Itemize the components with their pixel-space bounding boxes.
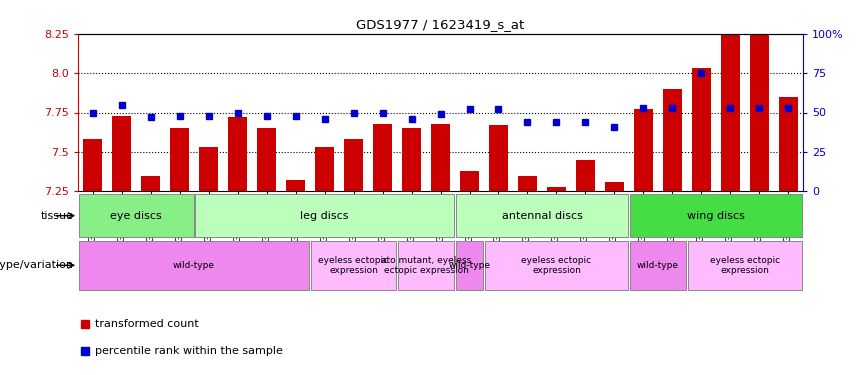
Bar bbox=[484, 241, 628, 290]
Text: eye discs: eye discs bbox=[110, 211, 162, 220]
Bar bbox=[228, 117, 247, 191]
Bar bbox=[750, 0, 769, 191]
Bar bbox=[170, 128, 189, 191]
Bar bbox=[311, 241, 397, 290]
Text: wild-type: wild-type bbox=[637, 261, 679, 270]
Bar bbox=[460, 171, 479, 191]
Text: wild-type: wild-type bbox=[173, 261, 215, 270]
Bar bbox=[663, 89, 682, 191]
Bar bbox=[315, 147, 334, 191]
Text: wing discs: wing discs bbox=[687, 211, 745, 220]
Bar bbox=[629, 194, 802, 237]
Text: leg discs: leg discs bbox=[300, 211, 349, 220]
Bar bbox=[721, 26, 740, 191]
Text: eyeless ectopic
expression: eyeless ectopic expression bbox=[710, 256, 780, 275]
Bar bbox=[79, 241, 310, 290]
Bar bbox=[605, 182, 624, 191]
Bar bbox=[634, 110, 653, 191]
Bar bbox=[547, 186, 566, 191]
Bar bbox=[518, 176, 537, 191]
Text: tissue: tissue bbox=[41, 211, 74, 220]
Text: eyeless ectopic
expression: eyeless ectopic expression bbox=[319, 256, 389, 275]
Bar bbox=[431, 123, 450, 191]
Bar bbox=[402, 128, 421, 191]
Bar bbox=[576, 160, 595, 191]
Text: ato mutant, eyeless
ectopic expression: ato mutant, eyeless ectopic expression bbox=[381, 256, 471, 275]
Bar bbox=[687, 241, 802, 290]
Bar bbox=[199, 147, 218, 191]
Bar bbox=[344, 139, 363, 191]
Bar bbox=[629, 241, 687, 290]
Bar bbox=[489, 125, 508, 191]
Bar bbox=[398, 241, 455, 290]
Bar bbox=[456, 241, 483, 290]
Bar bbox=[286, 180, 305, 191]
Bar bbox=[112, 116, 131, 191]
Bar bbox=[141, 176, 160, 191]
Text: wild-type: wild-type bbox=[449, 261, 490, 270]
Title: GDS1977 / 1623419_s_at: GDS1977 / 1623419_s_at bbox=[357, 18, 524, 31]
Text: genotype/variation: genotype/variation bbox=[0, 260, 74, 270]
Text: transformed count: transformed count bbox=[95, 319, 200, 329]
Bar bbox=[692, 68, 711, 191]
Text: percentile rank within the sample: percentile rank within the sample bbox=[95, 346, 283, 356]
Bar bbox=[456, 194, 628, 237]
Text: eyeless ectopic
expression: eyeless ectopic expression bbox=[522, 256, 591, 275]
Bar bbox=[79, 194, 194, 237]
Text: antennal discs: antennal discs bbox=[502, 211, 582, 220]
Bar bbox=[779, 97, 798, 191]
Bar bbox=[257, 128, 276, 191]
Bar bbox=[83, 139, 102, 191]
Bar bbox=[194, 194, 455, 237]
Bar bbox=[373, 123, 392, 191]
